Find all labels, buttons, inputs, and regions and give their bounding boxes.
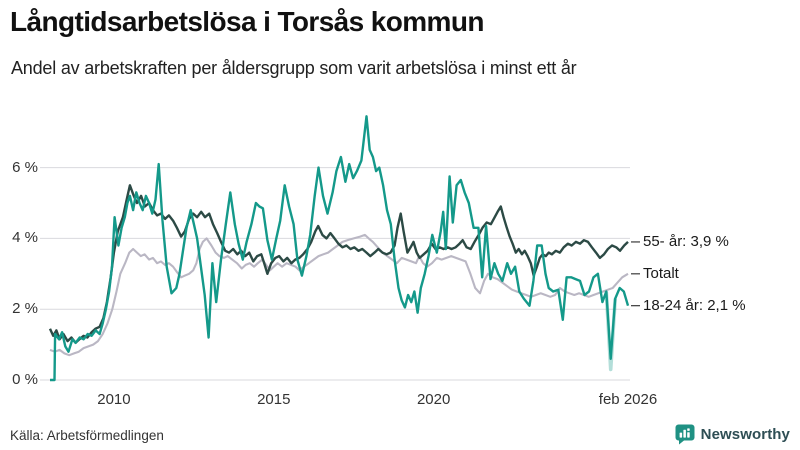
newsworthy-logo[interactable]: Newsworthy	[675, 424, 790, 445]
newsworthy-bubble-chart-icon	[675, 424, 695, 445]
x-axis-tick-label: 2015	[257, 391, 291, 408]
x-axis-tick-label: 2010	[97, 391, 131, 408]
y-axis-tick-label: 0 %	[12, 371, 38, 388]
y-axis-tick-label: 6 %	[12, 158, 38, 176]
y-axis-tick-label: 4 %	[12, 229, 38, 247]
x-axis-tick-label: 2020	[416, 391, 451, 408]
series-end-label-Totalt: Totalt	[643, 264, 679, 282]
series-line-Totalt	[49, 233, 629, 357]
series-end-label-55-r: 55- år: 3,9 %	[643, 232, 729, 250]
y-axis-tick-label: 2 %	[12, 300, 38, 318]
series-line-18-24-r	[50, 115, 630, 382]
newsworthy-wordmark: Newsworthy	[700, 426, 790, 443]
series-line-55-r	[48, 184, 629, 344]
page-subtitle: Andel av arbetskraften per åldersgrupp s…	[11, 58, 577, 78]
page-title: Långtidsarbetslösa i Torsås kommun	[10, 6, 484, 37]
series-end-label-18-24-r: 18-24 år: 2,1 %	[643, 296, 746, 314]
x-axis-tick-label: feb 2026	[598, 391, 658, 408]
source-credit: Källa: Arbetsförmedlingen	[10, 428, 164, 443]
